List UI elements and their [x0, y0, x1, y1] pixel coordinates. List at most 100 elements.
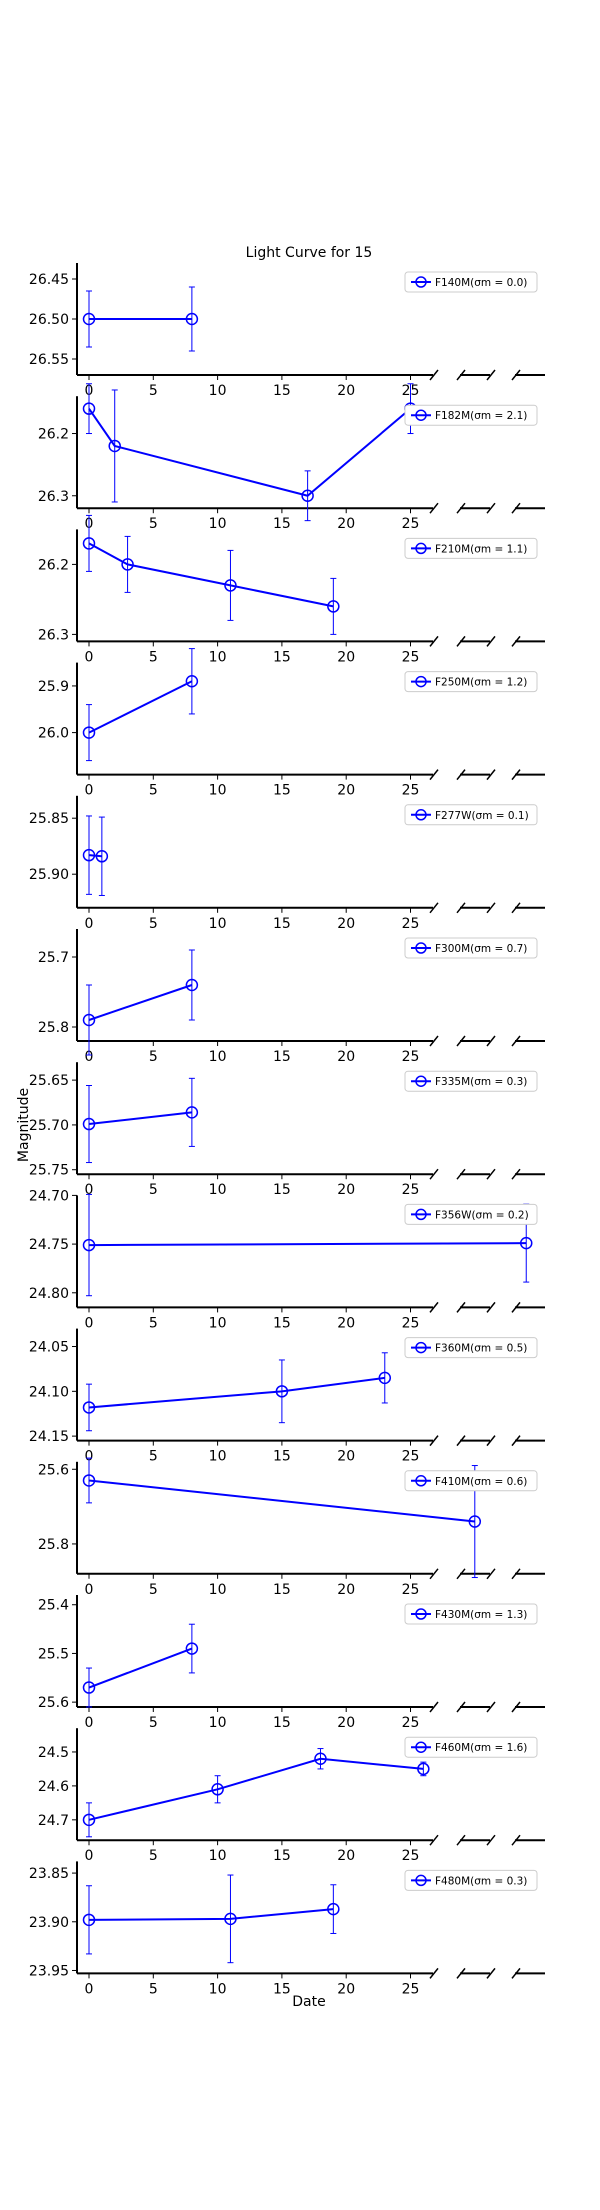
y-tick-label: 25.85: [29, 811, 69, 827]
axis-break-mark: [429, 369, 439, 381]
x-tick-label: 25: [402, 1049, 420, 1065]
x-tick-label: 0: [85, 1449, 94, 1465]
y-tick-label: 26.0: [38, 726, 69, 742]
x-tick-label: 10: [209, 516, 227, 532]
axis-break-mark: [511, 1435, 521, 1447]
axis-break-mark: [486, 1301, 496, 1313]
panel: 0 5 10 15 20 25 25.9 26.0 F250M(σm = 1.2): [38, 648, 545, 799]
axis-break-mark: [486, 369, 496, 381]
x-tick-label: 5: [149, 1182, 158, 1198]
legend-box: [404, 537, 538, 559]
x-tick-label: 25: [402, 649, 420, 665]
x-tick-label: 10: [209, 649, 227, 665]
x-tick-label: 25: [402, 1449, 420, 1465]
legend-marker: [415, 942, 427, 954]
data-point: [108, 439, 121, 453]
x-tick-label: 15: [273, 1582, 291, 1598]
panels: 0 5 10 15 20 25 26.45 26.50 26.55 F140M(σm = 0.0)…: [29, 263, 545, 1997]
data-point: [314, 1752, 327, 1765]
legend-box: [404, 1203, 538, 1225]
legend-label: F460M(σm = 1.6): [435, 1742, 527, 1754]
x-tick-label: 10: [209, 383, 227, 399]
data-point: [519, 1236, 533, 1250]
axis-break-mark: [486, 635, 496, 647]
y-tick-label: 24.5: [38, 1745, 69, 1761]
x-tick-label: 15: [273, 1981, 291, 1997]
x-tick-label: 10: [209, 1582, 227, 1598]
y-tick-label: 25.8: [38, 1020, 69, 1036]
y-tick-label: 26.3: [38, 627, 69, 643]
x-tick-label: 15: [273, 1182, 291, 1198]
x-tick-label: 15: [273, 916, 291, 932]
axis-break-mark: [456, 1435, 466, 1447]
data-point: [327, 1902, 340, 1916]
panel: 0 5 10 15 20 25 25.6 25.8 F410M(σm = 0.6): [38, 1457, 545, 1598]
panel: 0 5 10 15 20 25 23.85 23.90 23.95 F480M(σm = 0.3): [29, 1861, 545, 1997]
axis-break-mark: [456, 1967, 466, 1979]
axis-break-mark: [456, 769, 466, 781]
axis-break-mark: [456, 1568, 466, 1580]
legend-box: [404, 671, 538, 693]
x-tick-label: 25: [402, 1315, 420, 1331]
y-tick-label: 24.70: [29, 1188, 69, 1204]
x-tick-label: 10: [209, 1848, 227, 1864]
axis-break-mark: [511, 1834, 521, 1846]
axis-break-mark: [511, 769, 521, 781]
data-point: [82, 726, 96, 739]
axis-break-mark: [486, 902, 496, 914]
y-tick-label: 26.2: [38, 427, 69, 443]
legend-label: F360M(σm = 0.5): [435, 1343, 527, 1355]
y-tick-label: 26.3: [38, 489, 69, 505]
x-tick-label: 5: [149, 916, 158, 932]
y-tick-label: 26.55: [29, 352, 69, 368]
x-tick-label: 0: [85, 1848, 94, 1864]
y-tick-label: 25.5: [38, 1646, 69, 1662]
axis-break-mark: [456, 1035, 466, 1047]
series-line: [88, 854, 102, 858]
axis-break-mark: [429, 1568, 439, 1580]
axis-break-mark: [511, 369, 521, 381]
legend-label: F277W(σm = 0.1): [435, 810, 529, 822]
x-tick-label: 0: [85, 1715, 94, 1731]
y-tick-label: 25.6: [38, 1462, 69, 1478]
x-tick-label: 0: [85, 1315, 94, 1331]
x-tick-label: 10: [209, 1182, 227, 1198]
data-point: [82, 312, 96, 326]
legend-box: [404, 1470, 538, 1492]
data-point: [82, 848, 96, 862]
series-line: [88, 1908, 334, 1921]
x-tick-label: 15: [273, 1315, 291, 1331]
legend-label: F182M(σm = 2.1): [435, 410, 527, 422]
axis-break-mark: [429, 1435, 439, 1447]
y-tick-label: 26.2: [38, 557, 69, 573]
legend-marker: [415, 1341, 427, 1354]
x-tick-label: 10: [209, 783, 227, 799]
axis-break-mark: [429, 1301, 439, 1313]
panel: 0 5 10 15 20 25 26.2 26.3 F210M(σm = 1.1): [38, 514, 545, 665]
x-tick-label: 15: [273, 516, 291, 532]
x-tick-label: 20: [337, 1449, 355, 1465]
data-point: [95, 850, 109, 863]
axis-break-mark: [486, 1435, 496, 1447]
y-tick-label: 26.45: [29, 272, 69, 288]
series-line: [88, 984, 193, 1021]
y-tick-label: 25.4: [38, 1598, 69, 1614]
data-point: [121, 558, 134, 571]
axis-break-mark: [429, 1035, 439, 1047]
x-tick-label: 25: [402, 1182, 420, 1198]
y-tick-label: 24.10: [29, 1384, 69, 1400]
x-tick-label: 15: [273, 1049, 291, 1065]
y-tick-label: 25.9: [38, 679, 69, 695]
panel: 0 5 10 15 20 25 25.65 25.70 25.75 F335M(σm = 0.3): [29, 1062, 545, 1198]
data-point: [185, 978, 199, 992]
axis-break-mark: [511, 502, 521, 514]
x-tick-label: 5: [149, 1981, 158, 1997]
x-tick-label: 10: [209, 1315, 227, 1331]
axis-break-mark: [486, 1168, 496, 1180]
x-tick-label: 20: [337, 1715, 355, 1731]
y-axis-label: Magnitude: [16, 1088, 32, 1162]
series-line: [88, 680, 193, 734]
y-tick-label: 25.7: [38, 950, 69, 966]
